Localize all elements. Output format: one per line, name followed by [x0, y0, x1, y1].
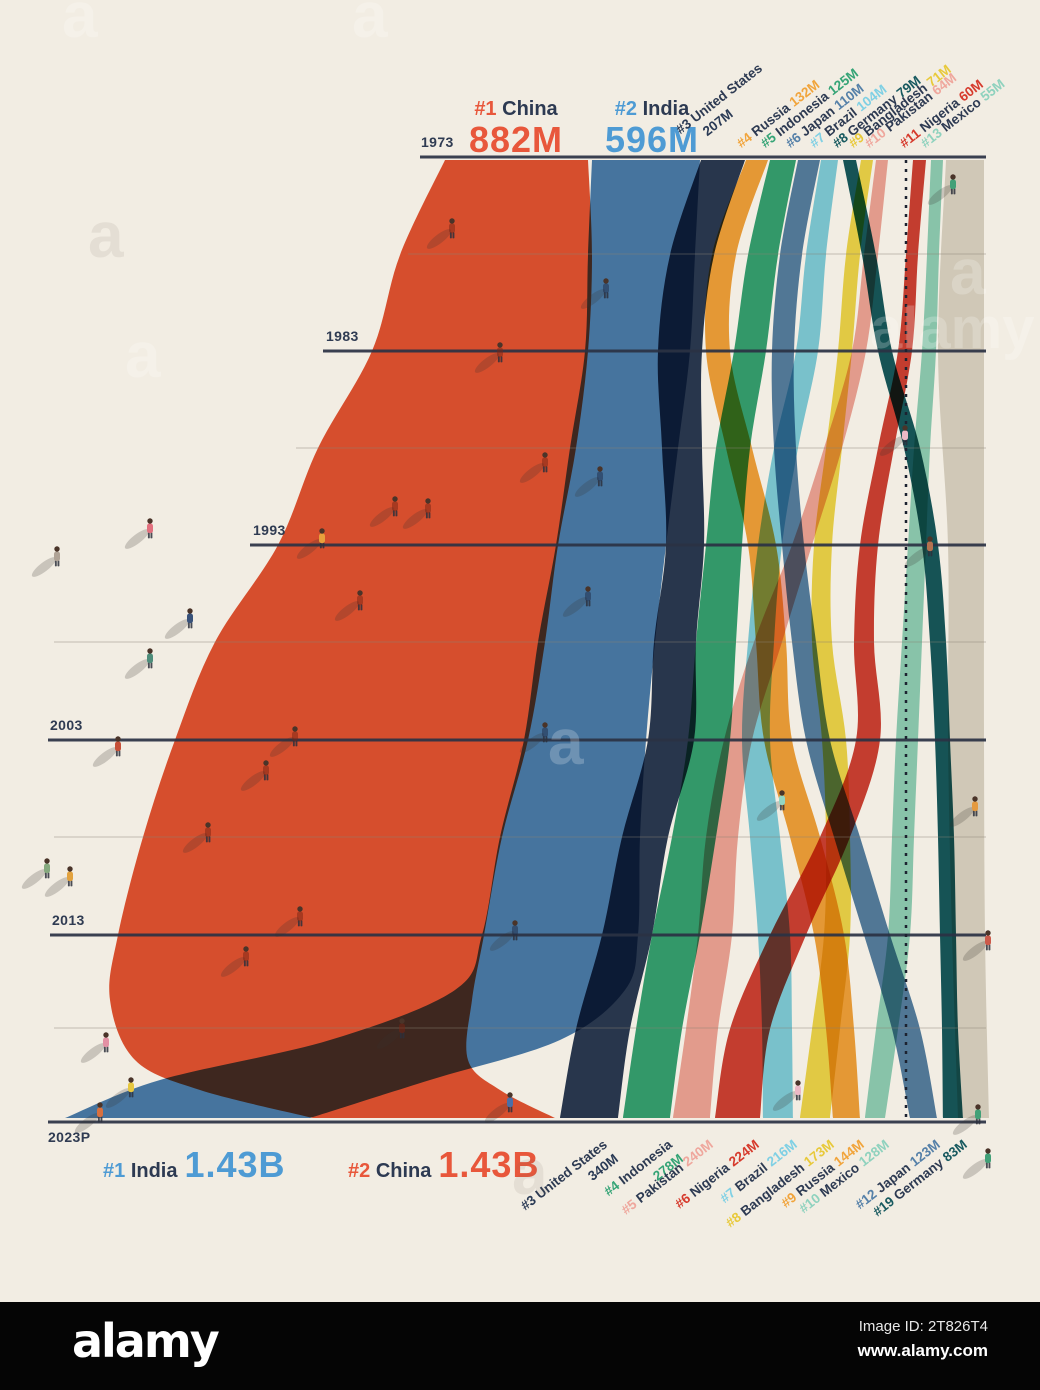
ribbon-bangladesh: [800, 160, 873, 1118]
alamy-logo: alamy: [72, 1314, 220, 1368]
person-figure: [274, 906, 303, 937]
person-figure: [402, 498, 431, 529]
person-figure: [484, 1092, 513, 1123]
person-figure: [92, 736, 121, 767]
person-figure: [962, 930, 991, 961]
ribbon-india: [65, 160, 700, 1118]
person-figure: [879, 425, 908, 456]
alamy-footer-bar: alamy Image ID: 2T826T4 www.alamy.com: [0, 1302, 1040, 1390]
person-figure: [269, 726, 298, 757]
person-figure: [182, 822, 211, 853]
person-figure: [369, 496, 398, 527]
ribbon-indonesia: [623, 160, 796, 1118]
person-figure: [756, 790, 785, 821]
alamy-url: www.alamy.com: [857, 1341, 988, 1360]
person-figure: [580, 278, 609, 309]
person-figure: [105, 1077, 134, 1108]
person-figure: [240, 760, 269, 791]
person-figure: [489, 920, 518, 951]
alamy-info: Image ID: 2T826T4 www.alamy.com: [858, 1318, 988, 1361]
person-figure: [124, 518, 153, 549]
stream-chart: [21, 155, 991, 1179]
image-id-label: Image ID: 2T826T4: [858, 1318, 988, 1335]
person-figure: [74, 1102, 103, 1133]
person-figure: [296, 528, 325, 559]
person-figure: [574, 466, 603, 497]
person-figure: [772, 1080, 801, 1111]
person-figure: [220, 946, 249, 977]
person-figure: [164, 608, 193, 639]
person-figure: [927, 174, 956, 205]
person-figure: [426, 218, 455, 249]
person-figure: [80, 1032, 109, 1063]
ribbon-pakistan: [673, 160, 888, 1118]
ribbon-us: [560, 160, 745, 1118]
person-figure: [519, 452, 548, 483]
person-figure: [124, 648, 153, 679]
person-figure: [519, 722, 548, 753]
ribbon-china: [109, 160, 592, 1118]
person-figure: [562, 586, 591, 617]
ribbon-mexico: [865, 160, 943, 1118]
person-figure: [962, 1148, 991, 1179]
ribbon-brazil: [741, 160, 838, 1118]
person-figure: [952, 1104, 981, 1135]
person-figure: [334, 590, 363, 621]
person-figure: [21, 858, 50, 889]
person-figure: [474, 342, 503, 373]
ribbon-japan: [771, 160, 937, 1118]
ribbon-germany: [843, 160, 963, 1118]
ribbon-nigeria: [715, 160, 926, 1118]
person-figure: [31, 546, 60, 577]
person-figure: [44, 866, 73, 897]
person-figure: [904, 536, 933, 567]
person-figure: [949, 796, 978, 827]
person-figure: [376, 1018, 405, 1049]
